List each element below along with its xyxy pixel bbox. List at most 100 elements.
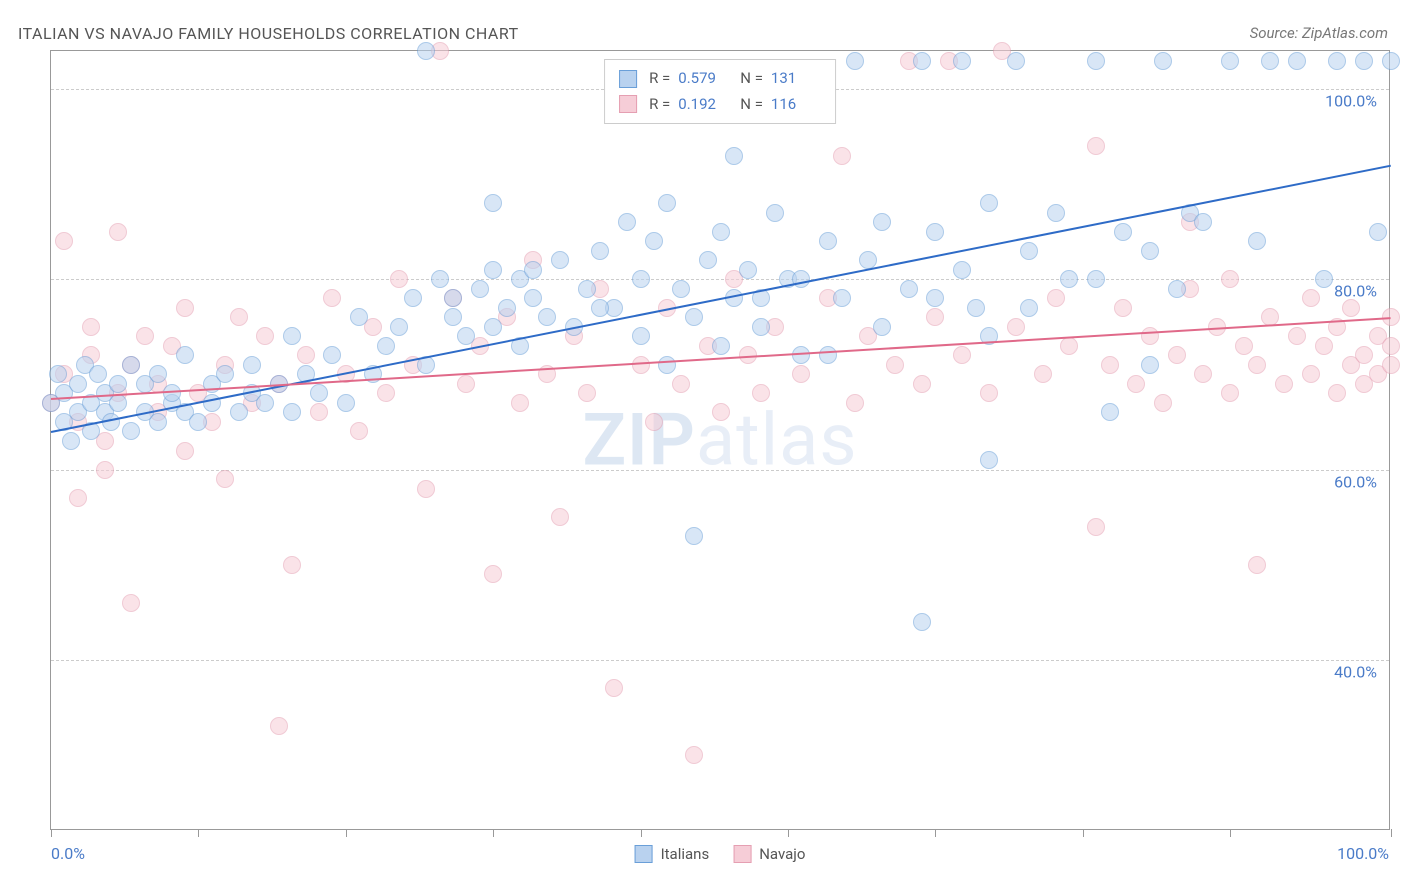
data-point [1221, 270, 1239, 288]
legend-row: R =0.579N =131 [619, 66, 821, 92]
n-label: N = [740, 92, 763, 118]
data-point [1087, 137, 1105, 155]
data-point [1382, 337, 1400, 355]
data-point [591, 299, 609, 317]
data-point [49, 365, 67, 383]
x-tick [198, 829, 199, 837]
data-point [270, 717, 288, 735]
data-point [1154, 52, 1172, 70]
x-axis-label: 0.0% [51, 844, 85, 863]
data-point [551, 508, 569, 526]
chart-source: Source: ZipAtlas.com [1250, 24, 1388, 42]
data-point [578, 280, 596, 298]
x-tick [1230, 829, 1231, 837]
data-point [69, 375, 87, 393]
data-point [1275, 375, 1293, 393]
data-point [62, 432, 80, 450]
data-point [1168, 346, 1186, 364]
x-tick [1391, 829, 1392, 837]
correlation-legend: R =0.579N =131R =0.192N =116 [604, 59, 836, 124]
data-point [283, 403, 301, 421]
data-point [833, 289, 851, 307]
data-point [323, 346, 341, 364]
data-point [913, 52, 931, 70]
data-point [1248, 232, 1266, 250]
data-point [1369, 223, 1387, 241]
data-point [1315, 270, 1333, 288]
data-point [873, 318, 891, 336]
data-point [69, 489, 87, 507]
data-point [136, 327, 154, 345]
data-point [1060, 270, 1078, 288]
data-point [766, 204, 784, 222]
data-point [230, 403, 248, 421]
data-point [431, 270, 449, 288]
legend-swatch [619, 95, 637, 113]
data-point [605, 679, 623, 697]
x-axis-label: 100.0% [1337, 844, 1389, 863]
x-tick [788, 829, 789, 837]
data-point [591, 242, 609, 260]
data-point [926, 289, 944, 307]
data-point [256, 327, 274, 345]
data-point [1194, 213, 1212, 231]
data-point [1020, 299, 1038, 317]
x-tick [51, 829, 52, 837]
data-point [846, 52, 864, 70]
data-point [833, 147, 851, 165]
data-point [1007, 318, 1025, 336]
data-point [243, 356, 261, 374]
legend-label: Navajo [759, 845, 805, 863]
data-point [323, 289, 341, 307]
data-point [1114, 223, 1132, 241]
data-point [1087, 270, 1105, 288]
data-point [122, 422, 140, 440]
data-point [1154, 394, 1172, 412]
data-point [404, 289, 422, 307]
chart-header: ITALIAN VS NAVAJO FAMILY HOUSEHOLDS CORR… [18, 18, 1388, 48]
data-point [484, 194, 502, 212]
data-point [1141, 327, 1159, 345]
data-point [1248, 356, 1266, 374]
data-point [1315, 337, 1333, 355]
r-label: R = [649, 66, 670, 92]
data-point [1101, 356, 1119, 374]
data-point [538, 308, 556, 326]
gridline [51, 660, 1389, 661]
data-point [297, 346, 315, 364]
data-point [109, 223, 127, 241]
data-point [89, 365, 107, 383]
data-point [444, 308, 462, 326]
data-point [457, 375, 475, 393]
data-point [926, 223, 944, 241]
data-point [1020, 242, 1038, 260]
legend-item: Navajo [733, 845, 805, 863]
data-point [1194, 365, 1212, 383]
data-point [176, 442, 194, 460]
data-point [792, 346, 810, 364]
data-point [1261, 52, 1279, 70]
data-point [377, 337, 395, 355]
data-point [163, 384, 181, 402]
data-point [524, 289, 542, 307]
data-point [1302, 289, 1320, 307]
data-point [913, 613, 931, 631]
data-point [1047, 204, 1065, 222]
data-point [310, 403, 328, 421]
data-point [444, 289, 462, 307]
data-point [1288, 52, 1306, 70]
data-point [886, 356, 904, 374]
data-point [149, 413, 167, 431]
data-point [1168, 280, 1186, 298]
legend-swatch [619, 70, 637, 88]
data-point [873, 213, 891, 231]
data-point [216, 365, 234, 383]
data-point [645, 232, 663, 250]
data-point [189, 413, 207, 431]
x-tick [1083, 829, 1084, 837]
data-point [310, 384, 328, 402]
data-point [618, 213, 636, 231]
data-point [283, 556, 301, 574]
legend-item: Italians [635, 845, 710, 863]
data-point [685, 527, 703, 545]
